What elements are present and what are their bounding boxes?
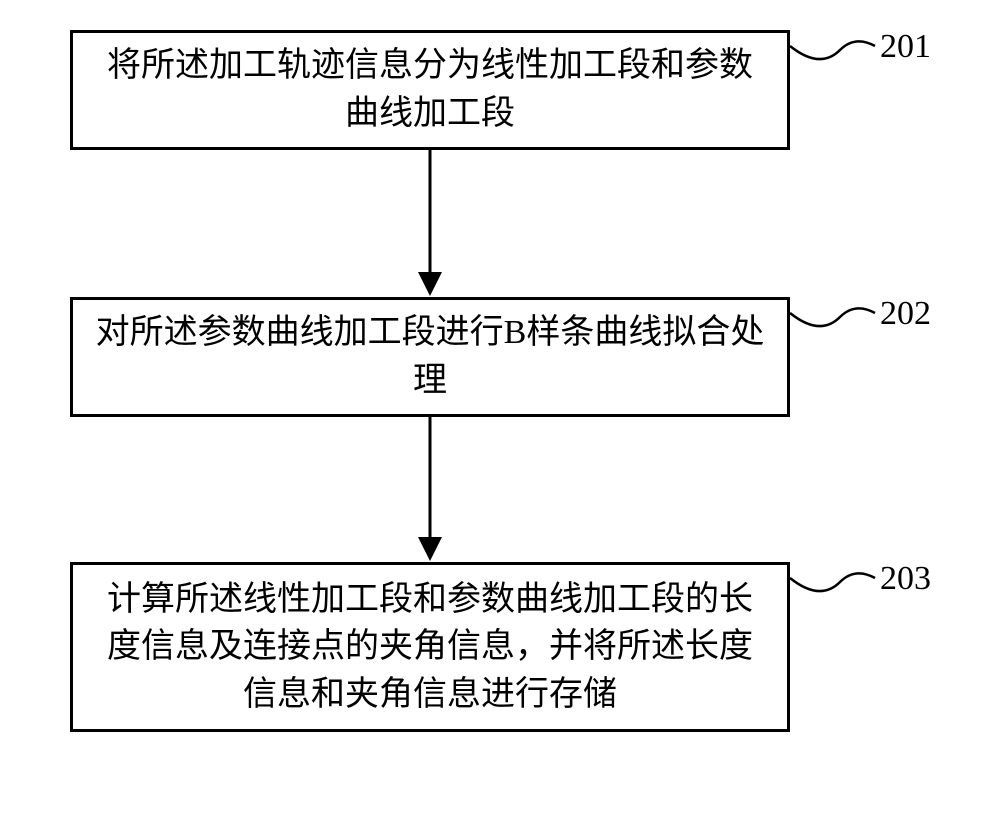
flowchart-node-2-label: 202 [880,295,931,333]
flowchart-node-3-text: 计算所述线性加工段和参数曲线加工段的长度信息及连接点的夹角信息，并将所述长度信息… [93,576,767,719]
flowchart-node-2-text: 对所述参数曲线加工段进行B样条曲线拟合处理 [93,309,767,404]
flowchart-node-1-text: 将所述加工轨迹信息分为线性加工段和参数曲线加工段 [93,42,767,137]
flowchart-node-3-label: 203 [880,560,931,598]
flowchart-canvas: 将所述加工轨迹信息分为线性加工段和参数曲线加工段 201 对所述参数曲线加工段进… [0,0,1000,818]
flowchart-node-1: 将所述加工轨迹信息分为线性加工段和参数曲线加工段 [70,30,790,150]
flowchart-callout-3 [790,573,875,591]
flowchart-node-3: 计算所述线性加工段和参数曲线加工段的长度信息及连接点的夹角信息，并将所述长度信息… [70,562,790,732]
flowchart-node-2: 对所述参数曲线加工段进行B样条曲线拟合处理 [70,297,790,417]
flowchart-node-1-label: 201 [880,28,931,66]
flowchart-callout-1 [790,41,875,59]
flowchart-callout-2 [790,308,875,326]
